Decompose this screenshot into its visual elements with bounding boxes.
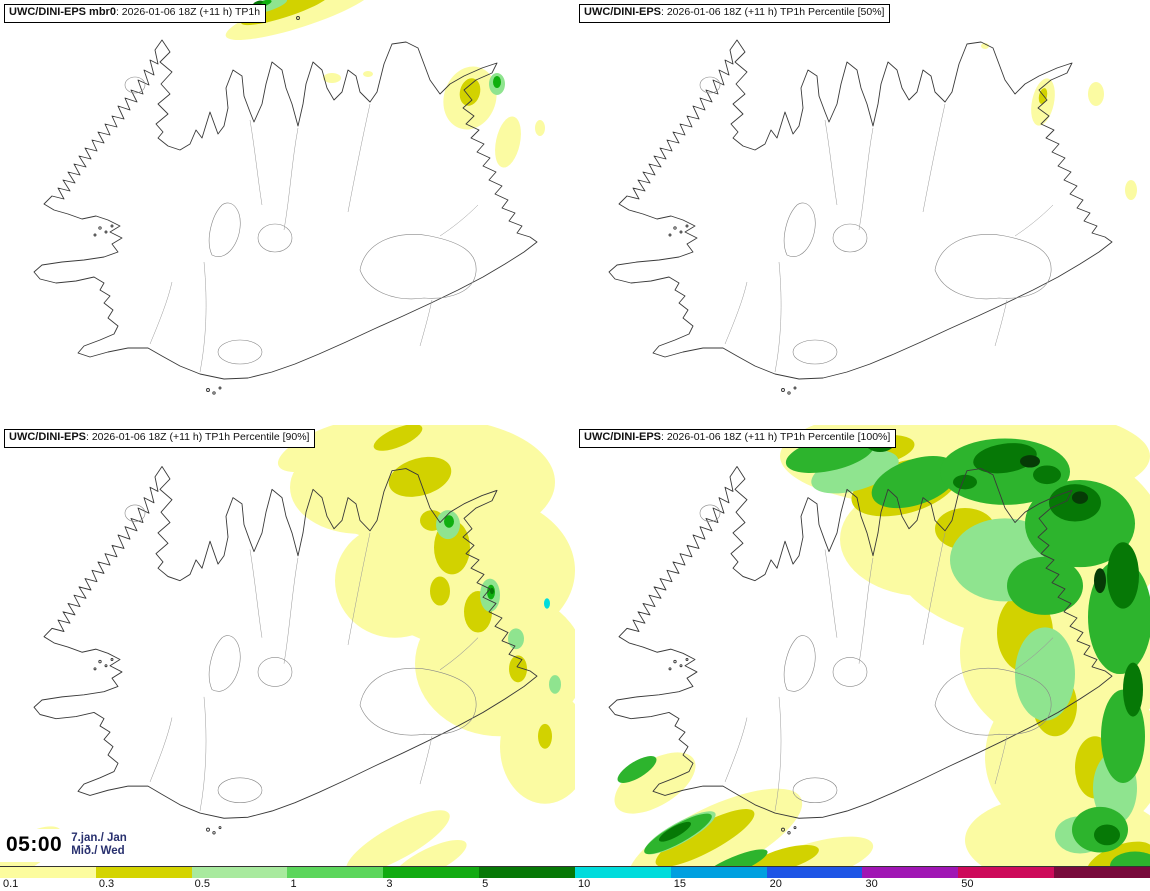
panel-percentile-50: UWC/DINI-EPS: 2026-01-06 18Z (+11 h) TP1… xyxy=(575,0,1150,425)
panel-percentile-90: UWC/DINI-EPS: 2026-01-06 18Z (+11 h) TP1… xyxy=(0,425,575,866)
legend-segment xyxy=(1054,867,1150,878)
panel-title-model: UWC/DINI-EPS xyxy=(584,6,661,18)
panel-title-p50: UWC/DINI-EPS: 2026-01-06 18Z (+11 h) TP1… xyxy=(579,4,891,23)
legend-segment xyxy=(95,867,192,878)
panel-title-model: UWC/DINI-EPS xyxy=(584,431,661,443)
panel-title-model: UWC/DINI-EPS xyxy=(9,431,86,443)
iceland-map-mbr0 xyxy=(33,0,545,395)
panel-title-detail: : 2026-01-06 18Z (+11 h) TP1h Percentile… xyxy=(661,6,885,18)
panel-title-detail: : 2026-01-06 18Z (+11 h) TP1h xyxy=(115,6,261,18)
panel-title-detail: : 2026-01-06 18Z (+11 h) TP1h Percentile… xyxy=(661,431,891,443)
panel-title-p100: UWC/DINI-EPS: 2026-01-06 18Z (+11 h) TP1… xyxy=(579,429,897,448)
legend-tick-label xyxy=(1054,878,1150,891)
legend-tick-label: 30 xyxy=(865,878,878,890)
panel-percentile-100: UWC/DINI-EPS: 2026-01-06 18Z (+11 h) TP1… xyxy=(575,425,1150,866)
legend-segment xyxy=(670,867,767,878)
legend-tick-label: 20 xyxy=(769,878,782,890)
legend-tick-label: 1 xyxy=(290,878,297,890)
valid-date-block: 7.jan./ Jan Mið./ Wed xyxy=(71,832,127,858)
legend-tick-label: 15 xyxy=(673,878,687,890)
legend-segment xyxy=(958,867,1055,878)
valid-time: 05:00 xyxy=(6,833,63,857)
precip-overlay-mbr0 xyxy=(225,0,545,168)
precip-legend-ticks: 0.1 0.3 0.5 1 3 5 10 15 20 30 50 xyxy=(0,878,1150,891)
precip-overlay-p50 xyxy=(981,43,1137,200)
legend-segment xyxy=(383,867,480,878)
panel-title-detail: : 2026-01-06 18Z (+11 h) TP1h Percentile… xyxy=(86,431,310,443)
precip-overlay-p90 xyxy=(0,425,575,866)
panel-title-model: UWC/DINI-EPS mbr0 xyxy=(9,6,116,18)
legend-tick-label: 50 xyxy=(961,878,974,890)
legend-tick-label: 0.1 xyxy=(3,878,19,890)
legend-tick-label: 3 xyxy=(386,878,393,890)
legend-tick-label: 10 xyxy=(577,878,591,890)
legend-segment xyxy=(191,867,288,878)
iceland-map-p90 xyxy=(0,425,575,866)
precip-legend-strip xyxy=(0,866,1150,878)
valid-time-box: 05:00 7.jan./ Jan Mið./ Wed xyxy=(0,829,141,863)
panel-title-p90: UWC/DINI-EPS: 2026-01-06 18Z (+11 h) TP1… xyxy=(4,429,316,448)
iceland-map-p50 xyxy=(608,16,1137,395)
precip-legend: 0.1 0.3 0.5 1 3 5 10 15 20 30 50 xyxy=(0,866,1150,891)
legend-segment xyxy=(479,867,575,878)
legend-tick-label: 0.3 xyxy=(98,878,115,890)
legend-segment xyxy=(287,867,384,878)
legend-tick-label: 0.5 xyxy=(194,878,210,890)
valid-date: 7.jan./ Jan xyxy=(71,832,127,844)
panel-grid: UWC/DINI-EPS mbr0: 2026-01-06 18Z (+11 h… xyxy=(0,0,1150,866)
legend-tick-label: 5 xyxy=(482,878,489,890)
legend-segment xyxy=(574,867,671,878)
legend-segment xyxy=(0,867,96,878)
legend-segment xyxy=(862,867,959,878)
legend-segment xyxy=(766,867,863,878)
valid-day: Mið./ Wed xyxy=(71,845,125,858)
panel-mbr0: UWC/DINI-EPS mbr0: 2026-01-06 18Z (+11 h… xyxy=(0,0,575,425)
panel-title-mbr0: UWC/DINI-EPS mbr0: 2026-01-06 18Z (+11 h… xyxy=(4,4,267,23)
iceland-map-p100 xyxy=(608,425,1150,866)
